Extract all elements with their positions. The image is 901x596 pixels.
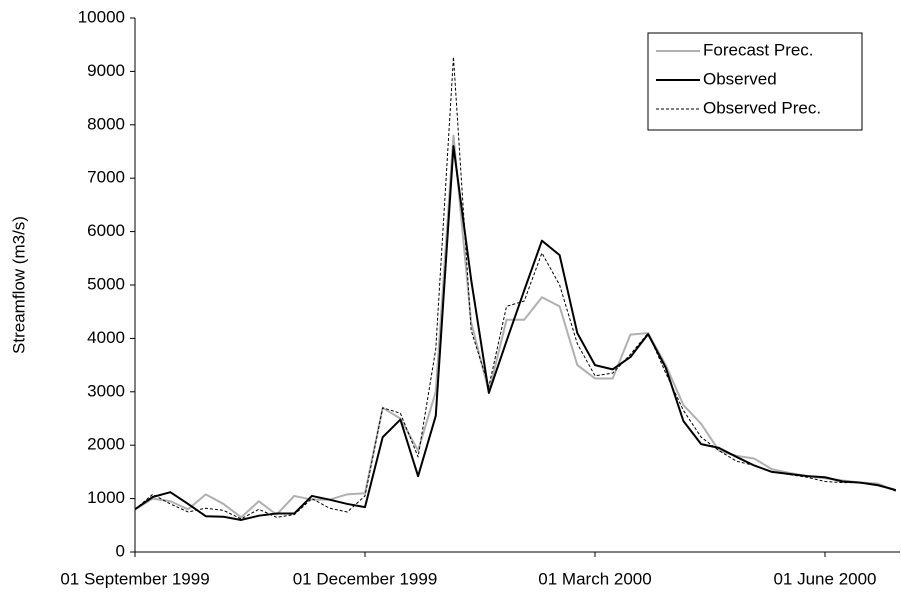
- series-line: [134, 145, 897, 521]
- y-tick-label: 2000: [87, 435, 125, 454]
- legend-box: [647, 32, 863, 131]
- y-tick-label: 6000: [87, 221, 125, 240]
- y-tick-label: 7000: [87, 168, 125, 187]
- y-tick-label: 8000: [87, 114, 125, 133]
- y-tick-label: 9000: [87, 61, 125, 80]
- legend-label: Forecast Prec.: [703, 40, 814, 59]
- y-axis-label: Streamflow (m3/s): [9, 216, 28, 354]
- legend-label: Observed: [703, 69, 777, 88]
- x-tick-label: 01 September 1999: [60, 569, 209, 588]
- y-tick-label: 10000: [78, 7, 125, 26]
- series-line: [134, 134, 897, 519]
- series-line: [134, 56, 896, 520]
- y-tick-label: 5000: [87, 274, 125, 293]
- x-tick-label: 01 June 2000: [773, 569, 876, 588]
- y-tick-label: 3000: [87, 381, 125, 400]
- y-tick-label: 0: [116, 541, 125, 560]
- x-tick-label: 01 December 1999: [293, 569, 438, 588]
- x-tick-label: 01 March 2000: [538, 569, 651, 588]
- y-tick-label: 4000: [87, 328, 125, 347]
- y-tick-label: 1000: [87, 488, 125, 507]
- legend-label: Observed Prec.: [703, 98, 821, 117]
